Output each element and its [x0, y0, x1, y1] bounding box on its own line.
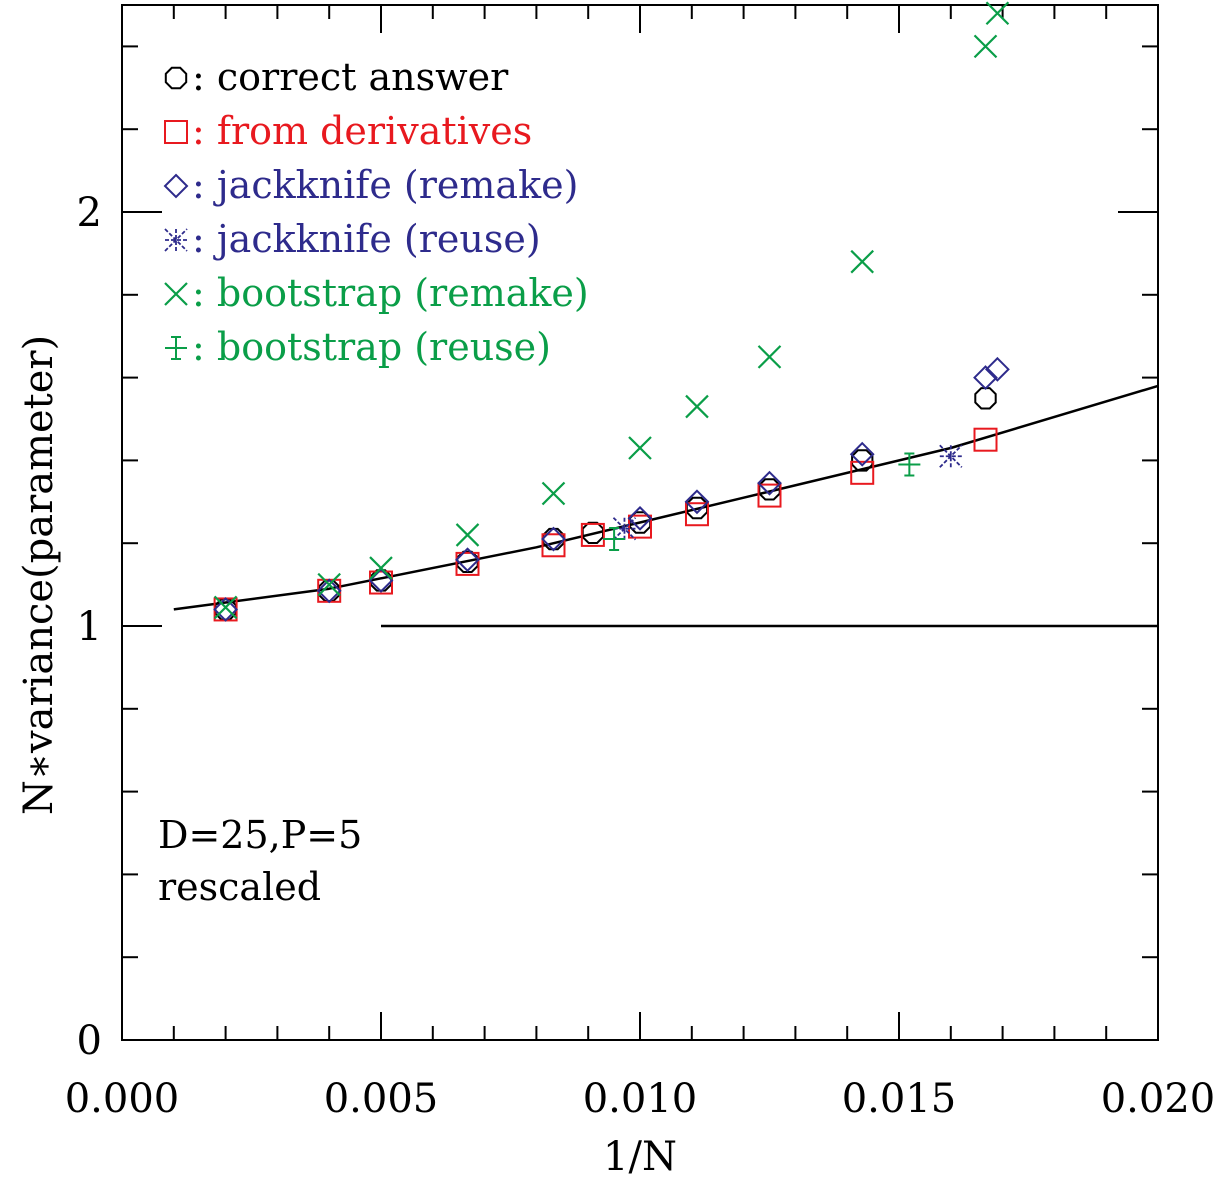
legend-label: : from derivatives — [192, 109, 532, 153]
data-point-cross — [317, 572, 341, 597]
data-point-cross — [685, 394, 709, 419]
axis-ticks: 0.000 0.005 0.010 0.015 0.020 0 1 2 — [65, 5, 1216, 1122]
annotation-line-2: rescaled — [158, 865, 321, 909]
data-point-cross — [213, 595, 238, 620]
data-point-square — [757, 483, 782, 508]
legend-label: : jackknife (remake) — [192, 163, 578, 207]
x-tick-label: 0.005 — [324, 1076, 439, 1122]
data-point-octagon — [974, 387, 997, 410]
reference-lines — [173, 384, 1159, 628]
data-point-errorbar-plus — [603, 527, 626, 552]
y-tick-label: 1 — [77, 604, 102, 650]
legend-label: : jackknife (reuse) — [192, 217, 541, 261]
data-point-diamond — [455, 547, 480, 573]
data-point-square — [684, 502, 709, 527]
x-tick-label: 0.020 — [1101, 1076, 1216, 1122]
data-point-cross — [541, 481, 566, 506]
legend-marker-square — [164, 120, 188, 144]
data-point-asterisk — [939, 444, 963, 468]
data-point-square — [580, 522, 605, 547]
legend-marker-octagon — [164, 66, 188, 90]
data-point-square — [541, 533, 566, 558]
data-point-diamond — [541, 526, 566, 552]
annotation-line-1: D=25,P=5 — [158, 813, 362, 857]
data-point-diamond — [684, 489, 710, 515]
data-point-octagon — [851, 449, 874, 472]
data-point-diamond — [849, 441, 875, 467]
legend-marker-asterisk — [164, 228, 188, 252]
legend-label: : bootstrap (remake) — [192, 271, 589, 315]
data-point-cross — [973, 34, 998, 59]
data-point-square — [973, 427, 998, 452]
legend-marker-cross — [164, 282, 188, 306]
data-point-diamond — [213, 597, 239, 622]
data-point-diamond — [757, 470, 782, 496]
data-point-asterisk — [612, 517, 637, 541]
fit-curve — [173, 384, 1159, 611]
y-tick-label: 0 — [77, 1018, 102, 1064]
data-point-cross — [985, 1, 1010, 26]
x-tick-label: 0.010 — [583, 1076, 698, 1122]
data-point-diamond — [627, 505, 653, 531]
data-points — [213, 1, 1010, 622]
x-tick-label: 0.015 — [842, 1076, 957, 1122]
data-point-cross — [757, 345, 782, 369]
legend-marker-errorbar-plus — [165, 336, 187, 360]
data-point-diamond — [985, 356, 1010, 382]
legend-label: : correct answer — [192, 55, 509, 99]
data-point-errorbar-plus — [898, 452, 921, 477]
y-tick-label: 2 — [77, 190, 102, 236]
data-point-cross — [455, 523, 480, 547]
legend: : correct answer : from derivatives : jack… — [163, 55, 589, 369]
x-tick-label: 0.000 — [65, 1076, 180, 1122]
legend-label: : bootstrap (reuse) — [192, 325, 551, 369]
data-point-square — [628, 514, 652, 539]
legend-marker-diamond — [163, 173, 189, 199]
data-point-diamond — [316, 578, 342, 604]
data-point-square — [455, 551, 480, 576]
data-point-diamond — [973, 365, 998, 391]
data-point-square — [850, 460, 875, 485]
data-point-square — [369, 570, 393, 595]
data-point-cross — [628, 436, 652, 460]
x-axis-title: 1/N — [603, 1134, 677, 1180]
y-axis-title: N∗variance(parameter) — [16, 335, 62, 815]
data-point-cross — [850, 249, 874, 274]
data-point-octagon — [542, 527, 565, 551]
data-point-cross — [369, 556, 393, 580]
